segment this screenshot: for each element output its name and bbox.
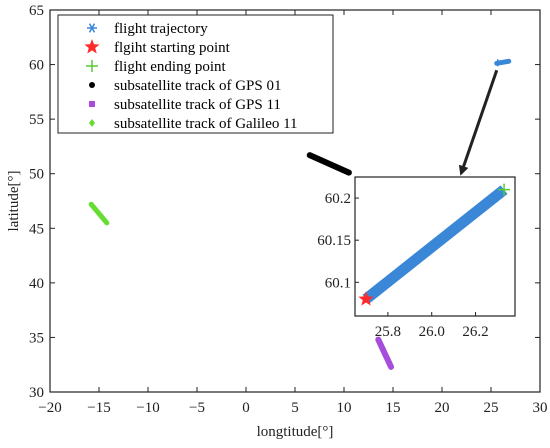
x-tick-label: 15 bbox=[386, 400, 401, 416]
y-axis-title: latitude[°] bbox=[6, 171, 22, 232]
x-tick-label: −10 bbox=[136, 400, 159, 416]
inset-flight-trajectory bbox=[362, 185, 508, 304]
inset-start-star bbox=[358, 291, 374, 306]
x-tick-label: 20 bbox=[435, 400, 450, 416]
legend-label: flight trajectory bbox=[114, 21, 208, 37]
legend-plus-icon bbox=[86, 60, 98, 72]
legend-label: subsatellite track of GPS 01 bbox=[114, 78, 281, 94]
galileo11-track bbox=[88, 201, 110, 226]
inset-y-tick-label: 60.15 bbox=[317, 233, 351, 249]
flight-trajectory-main bbox=[494, 58, 512, 66]
legend-label: subsatellite track of GPS 11 bbox=[114, 97, 281, 113]
x-tick-label: −20 bbox=[38, 400, 61, 416]
y-tick-label: 50 bbox=[29, 167, 44, 183]
y-tick-label: 65 bbox=[29, 3, 44, 19]
legend-label: flight ending point bbox=[114, 59, 226, 75]
y-tick-label: 55 bbox=[29, 112, 44, 128]
inset-x-tick-label: 26.0 bbox=[419, 324, 445, 340]
legend-asterisk-icon bbox=[87, 23, 97, 33]
inset-zoom: 25.8 26.0 26.2 60.1 60.15 60.2 bbox=[317, 176, 516, 340]
data-layer bbox=[88, 58, 512, 370]
x-tick-label: 30 bbox=[533, 400, 548, 416]
legend-box bbox=[57, 14, 334, 134]
inset-x-tick-label: 26.2 bbox=[462, 324, 488, 340]
x-tick-label: 0 bbox=[242, 400, 250, 416]
legend-square-icon bbox=[89, 101, 95, 107]
y-tick-label: 40 bbox=[29, 276, 44, 292]
main-plot-area: −20 −15 −10 −5 0 5 10 15 20 25 30 30 35 40 45 50 55 60 65 bbox=[29, 3, 548, 416]
y-tick-label: 60 bbox=[29, 58, 44, 74]
x-tick-label: 25 bbox=[484, 400, 499, 416]
legend-star-icon bbox=[84, 39, 100, 54]
legend-label: subsatellite track of Galileo 11 bbox=[114, 116, 298, 132]
x-tick-label: −5 bbox=[189, 400, 205, 416]
gps01-track bbox=[306, 152, 352, 176]
legend-label: flgiht starting point bbox=[114, 40, 231, 56]
x-tick-label: 5 bbox=[291, 400, 299, 416]
gps11-track bbox=[375, 336, 395, 370]
x-axis-title: longtitude[°] bbox=[257, 424, 334, 440]
y-tick-label: 45 bbox=[29, 221, 44, 237]
legend-dot-icon bbox=[89, 82, 95, 88]
legend: flight trajectory flgiht starting point fl… bbox=[57, 14, 334, 134]
inset-x-tick-label: 25.8 bbox=[375, 324, 401, 340]
y-tick-label: 35 bbox=[29, 330, 44, 346]
x-tick-label: −15 bbox=[87, 400, 110, 416]
inset-y-tick-label: 60.1 bbox=[325, 275, 351, 291]
legend-diamond-icon bbox=[89, 119, 95, 127]
y-tick-label: 30 bbox=[29, 385, 44, 401]
x-tick-label: 10 bbox=[337, 400, 352, 416]
legend-asterisk-stroke bbox=[88, 23, 96, 33]
zoom-arrow bbox=[458, 69, 499, 176]
inset-y-tick-label: 60.2 bbox=[325, 191, 351, 207]
